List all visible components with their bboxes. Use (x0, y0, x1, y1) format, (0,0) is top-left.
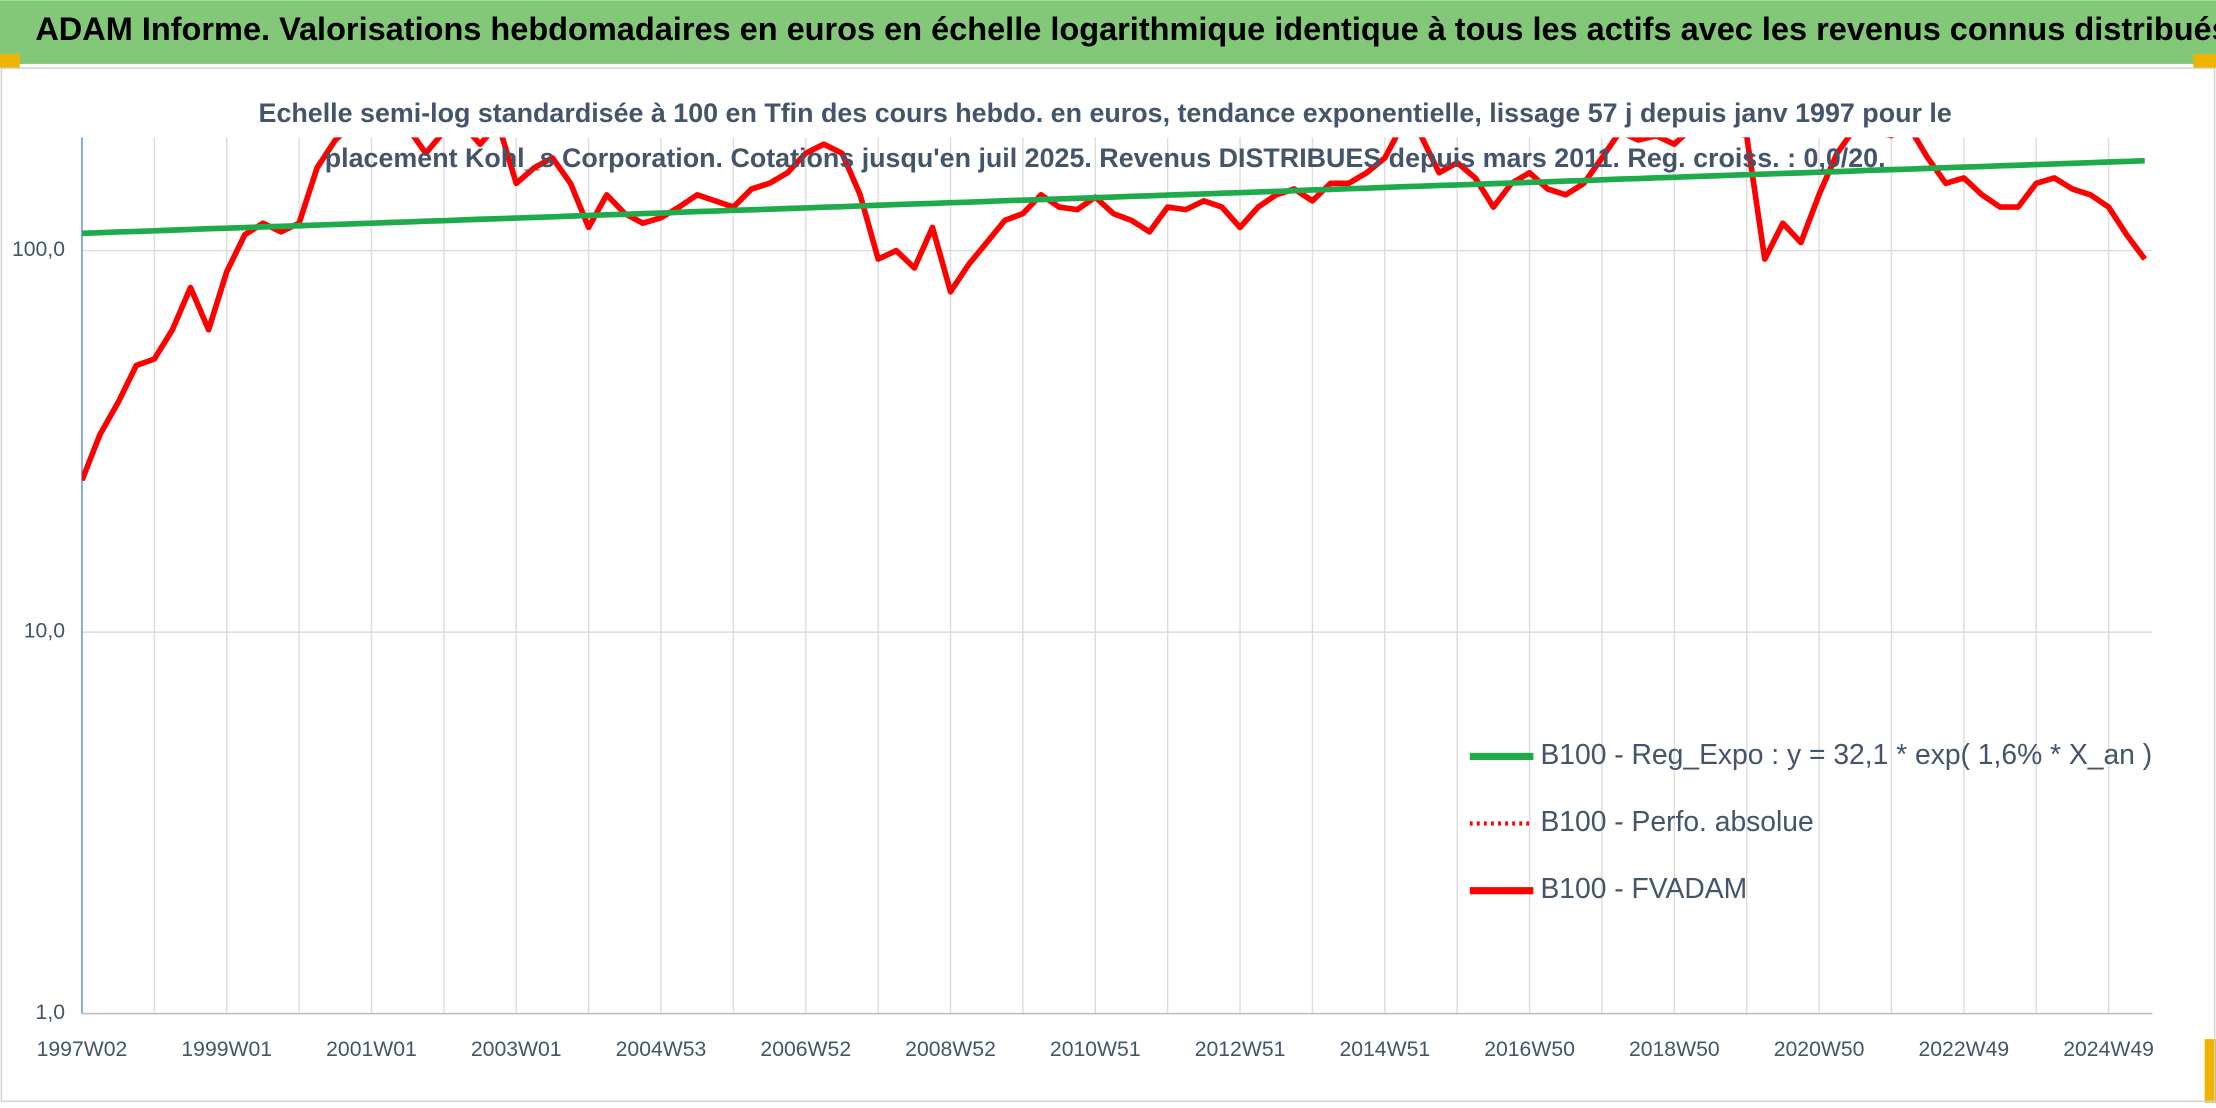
legend-label: B100 - Perfo. absolue (1540, 805, 1813, 837)
series-line (81, 157, 2145, 237)
chart-frame (0, 67, 2216, 1102)
page-title: ADAM Informe. Valorisations hebdomadaire… (35, 11, 2216, 47)
legend-label: B100 - Reg_Expo : y = 32,1 * exp( 1,6% *… (1540, 738, 2152, 770)
x-tick-label: 2004W53 (616, 1038, 707, 1061)
x-tick-label: 2008W52 (905, 1038, 996, 1061)
x-tick-label: 1999W01 (181, 1038, 272, 1061)
x-tick-label: 2022W49 (1918, 1038, 2009, 1061)
x-tick-label: 2006W52 (760, 1038, 851, 1061)
corner-mark (0, 54, 20, 69)
chart-subtitle: placement Kohl_s Corporation. Cotations … (325, 143, 1886, 173)
x-tick-label: 2020W50 (1774, 1038, 1865, 1061)
corner-mark (2193, 54, 2216, 69)
chart-subtitle: Echelle semi-log standardisée à 100 en T… (259, 98, 1952, 128)
x-tick-label: 2016W50 (1484, 1038, 1575, 1061)
x-tick-label: 2018W50 (1629, 1038, 1720, 1061)
x-tick-label: 2024W49 (2063, 1038, 2154, 1061)
x-tick-label: 2001W01 (326, 1038, 417, 1061)
y-tick-label: 1,0 (36, 1001, 65, 1024)
corner-mark (2204, 1039, 2216, 1103)
x-tick-label: 2003W01 (471, 1038, 562, 1061)
series-line (81, 137, 2148, 482)
x-tick-label: 2014W51 (1339, 1038, 1430, 1061)
legend-label: B100 - FVADAM (1540, 872, 1747, 904)
x-tick-label: 2010W51 (1050, 1038, 1141, 1061)
y-tick-label: 10,0 (24, 620, 65, 643)
y-tick-label: 100,0 (12, 238, 65, 261)
header-band (0, 0, 2216, 64)
x-tick-label: 2012W51 (1195, 1038, 1286, 1061)
x-tick-label: 1997W02 (37, 1038, 128, 1061)
plot-area (81, 137, 2148, 482)
